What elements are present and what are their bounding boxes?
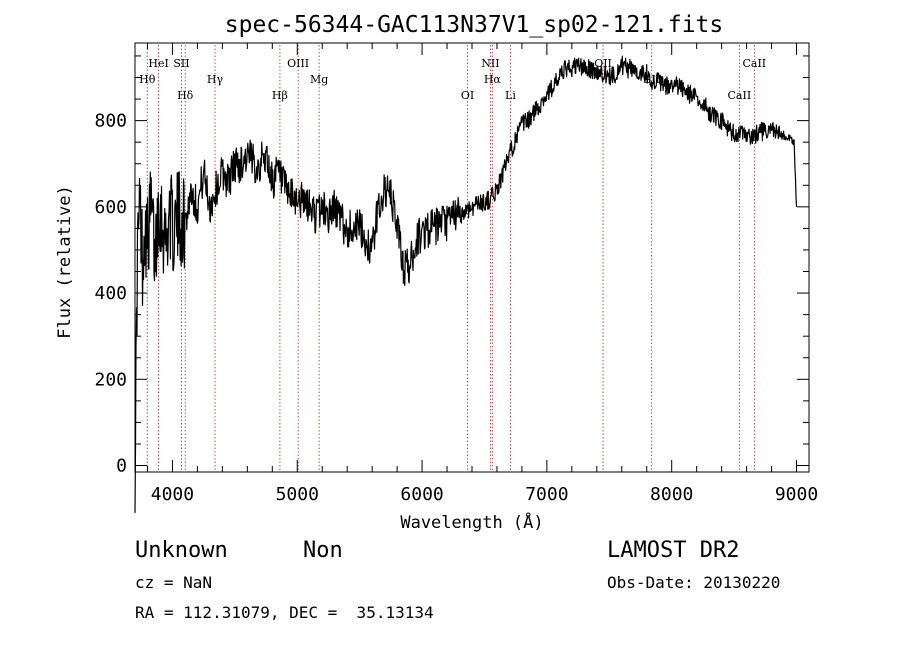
plot-area: HeIHθHδSIIHγHβOIIIMgOINIIHαLiOIISIICaIIC… bbox=[134, 45, 798, 513]
coordinates-readout: RA = 112.31079, DEC = 35.13134 bbox=[135, 603, 434, 622]
spectral-line-label: SII bbox=[173, 57, 189, 70]
spectral-line-label: CaII bbox=[728, 89, 752, 102]
spectral-line-label: Mg bbox=[310, 73, 328, 86]
spectral-line-label: HeI bbox=[148, 57, 168, 70]
spectral-line-label: OI bbox=[461, 89, 474, 102]
plot-frame bbox=[134, 42, 810, 473]
spectral-line-label: Hθ bbox=[139, 73, 156, 86]
spectral-line-label: Hδ bbox=[177, 89, 194, 102]
y-tick-label: 200 bbox=[94, 369, 127, 390]
x-tick-label: 6000 bbox=[400, 484, 443, 505]
x-axis-label: Wavelength (Å) bbox=[400, 511, 543, 533]
spectral-line-label: NII bbox=[481, 57, 499, 70]
spectral-line-label: OII bbox=[594, 57, 612, 70]
spectral-line-label: CaII bbox=[742, 57, 766, 70]
spectrum-line bbox=[134, 55, 798, 513]
spectral-line-label: Hα bbox=[484, 73, 502, 86]
axes: 4000 5000 6000 7000 8000 9000 0 200 400 600 800 bbox=[94, 43, 818, 505]
y-tick-label: 800 bbox=[94, 111, 127, 132]
y-tick-label: 0 bbox=[116, 456, 127, 477]
chart-title: spec-56344-GAC113N37V1_sp02-121.fits bbox=[225, 12, 724, 38]
spectral-line-label: OIII bbox=[287, 57, 309, 70]
obs-date: Obs-Date: 20130220 bbox=[607, 573, 781, 592]
spectral-line-label: Li bbox=[505, 89, 516, 102]
y-tick-label: 600 bbox=[94, 197, 127, 218]
survey-label: LAMOST DR2 bbox=[607, 538, 740, 563]
cz-readout: cz = NaN bbox=[135, 573, 213, 592]
x-tick-label: 5000 bbox=[276, 484, 319, 505]
x-tick-label: 8000 bbox=[650, 484, 693, 505]
class-label: Unknown bbox=[135, 538, 228, 563]
subclass-label: Non bbox=[303, 538, 343, 563]
spectral-line-label: Hγ bbox=[207, 73, 224, 86]
x-tick-label: 4000 bbox=[151, 484, 194, 505]
x-tick-label: 9000 bbox=[775, 484, 818, 505]
y-tick-label: 400 bbox=[94, 283, 127, 304]
x-tick-label: 7000 bbox=[525, 484, 568, 505]
y-axis-label: Flux (relative) bbox=[55, 185, 75, 339]
spectral-line-label: Hβ bbox=[272, 89, 288, 102]
